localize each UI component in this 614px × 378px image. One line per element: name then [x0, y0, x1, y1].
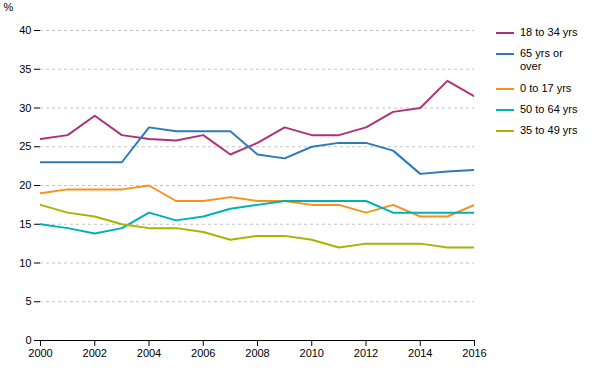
svg-text:2014: 2014: [408, 347, 432, 359]
svg-text:10: 10: [19, 257, 31, 269]
svg-text:5: 5: [25, 295, 31, 307]
svg-text:2002: 2002: [83, 347, 107, 359]
html-text:35 to 49 yrs: 35 to 49 yrs: [520, 123, 578, 136]
svg-text:40: 40: [19, 24, 31, 36]
html-text:50 to 64 yrs: 50 to 64 yrs: [520, 102, 578, 115]
svg-text:2004: 2004: [137, 347, 161, 359]
svg-text:25: 25: [19, 140, 31, 152]
svg-text:0: 0: [25, 334, 31, 346]
html-text:0 to 17 yrs: 0 to 17 yrs: [520, 81, 572, 94]
svg-text:%: %: [4, 1, 14, 13]
svg-text:2016: 2016: [462, 347, 486, 359]
html-text:18 to 34 yrs: 18 to 34 yrs: [520, 26, 578, 38]
svg-text:2008: 2008: [245, 347, 269, 359]
svg-text:2006: 2006: [191, 347, 215, 359]
svg-text:2000: 2000: [28, 347, 52, 359]
svg-text:30: 30: [19, 102, 31, 114]
svg-text:2012: 2012: [354, 347, 378, 359]
svg-text:20: 20: [19, 179, 31, 191]
html-text:65 yrs or over: 65 yrs or over: [520, 47, 563, 73]
svg-text:2010: 2010: [300, 347, 324, 359]
svg-text:15: 15: [19, 218, 31, 230]
svg-text:35: 35: [19, 63, 31, 75]
